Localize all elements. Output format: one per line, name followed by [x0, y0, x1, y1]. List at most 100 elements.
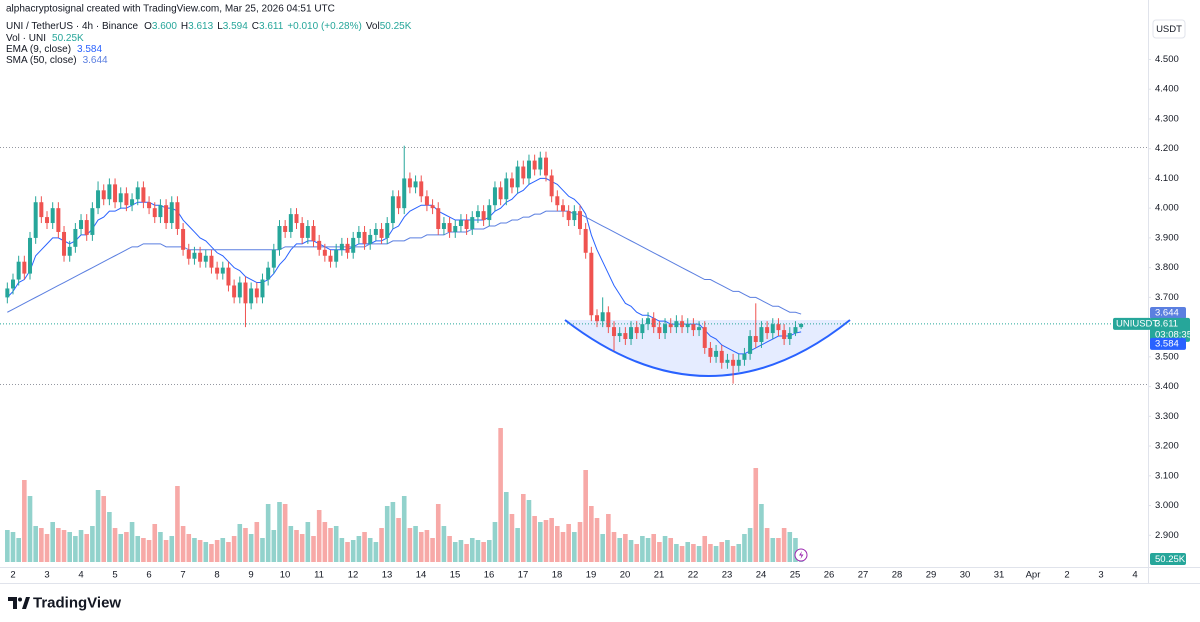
indicator-name: Vol · UNI: [6, 33, 46, 44]
x-tick-label: 4: [1132, 570, 1137, 581]
watermark: alphacryptosignal created with TradingVi…: [6, 4, 335, 15]
candle-body: [623, 333, 628, 340]
volume-bar: [209, 544, 214, 562]
volume-bar: [345, 542, 350, 562]
volume-bar: [486, 540, 492, 562]
volume-bar: [152, 524, 158, 562]
candle-body: [595, 315, 600, 322]
volume-bar: [611, 532, 617, 562]
volume-bar: [435, 504, 441, 562]
volume-bar: [56, 528, 61, 562]
x-tick-label: 23: [722, 570, 733, 581]
x-tick-label: 21: [654, 570, 665, 581]
candle-body: [572, 211, 577, 221]
candle-body: [453, 226, 458, 232]
volume-bar: [696, 546, 702, 562]
candle-body: [793, 327, 798, 334]
candle-body: [424, 196, 429, 206]
volume-bar: [237, 524, 243, 562]
cup-arc: [564, 319, 851, 377]
volume-bar: [674, 544, 679, 562]
ohlc-legend: UNI / TetherUS · 4h · Binance O3.600 H3.61…: [6, 21, 412, 32]
candle-body: [311, 226, 316, 241]
volume-bar: [163, 540, 169, 562]
x-tick-label: 2: [10, 570, 15, 581]
candle-body: [164, 205, 169, 224]
volume-bar: [492, 522, 498, 562]
volume-bar: [33, 526, 38, 562]
alert-icon-bolt[interactable]: [799, 551, 804, 559]
y-tick-label: 4.200: [1155, 143, 1179, 154]
volume-bar: [560, 532, 566, 562]
candle-body: [181, 228, 186, 250]
indicator-value: 3.644: [83, 55, 108, 66]
legend-label: O: [144, 21, 152, 32]
candle-body: [526, 160, 531, 179]
x-tick-label: 6: [146, 570, 151, 581]
volume-bar: [67, 532, 72, 562]
candle-body: [436, 208, 441, 229]
currency-label[interactable]: USDT: [1156, 24, 1182, 35]
volume-bar: [322, 522, 328, 562]
volume-bar: [764, 528, 770, 562]
candle-body: [770, 324, 775, 334]
volume-bar: [538, 522, 543, 562]
candle-body: [555, 196, 560, 206]
volume-bar: [583, 470, 588, 562]
volume-bar: [50, 522, 55, 562]
candle-body: [509, 178, 514, 188]
y-tick-label: 3.400: [1155, 381, 1179, 392]
candle-body: [356, 231, 361, 238]
candle-body: [714, 350, 719, 357]
candle-body: [560, 205, 565, 212]
volume-bar: [112, 528, 118, 562]
volume-bar: [27, 496, 33, 562]
volume-bar: [299, 534, 305, 562]
candle-body: [328, 255, 333, 262]
x-tick-label: 5: [112, 570, 117, 581]
candle-body: [56, 208, 61, 232]
x-tick-label: Apr: [1026, 570, 1041, 581]
volume-bar: [367, 538, 373, 562]
volume-bar: [101, 496, 107, 562]
legend-value: 3.594: [223, 21, 248, 32]
x-tick-label: 26: [824, 570, 835, 581]
candle-body: [339, 243, 344, 250]
currency-button[interactable]: [1152, 19, 1186, 39]
candle-body: [543, 157, 548, 176]
volume-bar: [231, 536, 237, 562]
volume-bar: [339, 538, 345, 562]
volume-bar: [260, 538, 265, 562]
x-tick-label: 2: [1064, 570, 1069, 581]
volume-bar: [628, 540, 634, 562]
candle-body: [62, 231, 67, 256]
brand-name: TradingView: [33, 594, 121, 611]
candle-body: [776, 324, 781, 331]
volume-bar: [248, 534, 254, 562]
volume-bar: [282, 504, 288, 562]
x-tick-label: 8: [214, 570, 219, 581]
candle-body: [124, 193, 129, 206]
candle-body: [158, 205, 163, 218]
candle-body: [226, 267, 231, 286]
volume-bar: [175, 486, 180, 562]
volume-bar: [776, 538, 781, 562]
candle-body: [600, 312, 605, 322]
volume-bar: [725, 540, 730, 562]
candle-body: [22, 261, 27, 274]
volume-bar: [509, 514, 515, 562]
candle-body: [317, 240, 322, 250]
candle-body: [668, 324, 673, 328]
volume-bar: [623, 534, 628, 562]
indicator-value: 3.584: [77, 44, 102, 55]
candle-body: [215, 267, 220, 274]
volume-bar: [10, 532, 16, 562]
candle-body: [209, 255, 214, 268]
x-tick-label: 16: [484, 570, 495, 581]
symbol-tag-label: UNIUSDT: [1116, 318, 1158, 329]
volume-legend: Vol · UNI 50.25K: [6, 33, 84, 44]
volume-bar: [129, 522, 135, 562]
volume-tag-label: 50.25K: [1155, 554, 1186, 565]
volume-bar: [186, 534, 192, 562]
y-tick-label: 4.400: [1155, 84, 1179, 95]
